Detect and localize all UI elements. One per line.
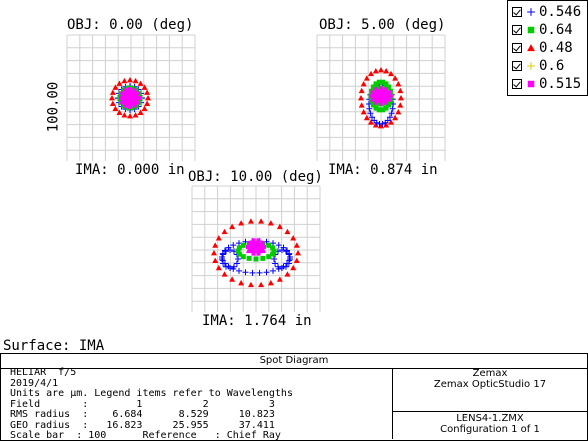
legend-checkbox[interactable] [512, 61, 522, 71]
footer-title: Spot Diagram [1, 354, 587, 369]
obj-label-field-3: OBJ: 10.00 (deg) [188, 169, 323, 185]
legend-item[interactable]: 0.546 [512, 3, 581, 21]
legend-item[interactable]: 0.515 [512, 75, 581, 93]
footer-divider [392, 368, 393, 439]
footer-line: 2019/4/1 [10, 377, 59, 389]
surface-label: Surface: IMA [3, 338, 105, 354]
footer-config: Configuration 1 of 1 [440, 424, 540, 435]
ima-label-field-3: IMA: 1.764 in [202, 313, 312, 329]
footer-line: GEO radius : 16.823 25.955 37.411 [10, 419, 275, 431]
footer-line: Units are µm. Legend items refer to Wave… [10, 388, 293, 399]
footer-line: HELIAR f/5 [10, 367, 77, 378]
legend-item[interactable]: 0.64 [512, 21, 573, 39]
footer-product: Zemax OpticStudio 17 [433, 379, 547, 390]
footer-divider [392, 411, 587, 412]
wavelength-legend: 0.546 0.64 0.48 0.6 0.515 [507, 0, 588, 96]
legend-checkbox[interactable] [512, 43, 522, 53]
ima-label-field-1: IMA: 0.000 in [75, 162, 185, 178]
footer-line: RMS radius : 6.684 8.529 10.823 [10, 409, 275, 420]
scale-bar-label: 100.00 [45, 81, 62, 133]
legend-label: 0.546 [539, 4, 582, 20]
legend-label: 0.48 [539, 40, 573, 56]
legend-item[interactable]: 0.6 [512, 57, 564, 75]
legend-label: 0.64 [539, 22, 573, 38]
legend-checkbox[interactable] [512, 7, 522, 17]
footer-company: Zemax [472, 368, 508, 379]
spot-plot-field-3 [191, 185, 321, 312]
footer-line: Scale bar : 100 Reference : Chief Ray [10, 430, 281, 441]
legend-checkbox[interactable] [512, 79, 522, 89]
legend-checkbox[interactable] [512, 25, 522, 35]
plus-marker-icon [527, 8, 535, 16]
ima-label-field-2: IMA: 0.874 in [328, 162, 438, 178]
spot-plot-field-2 [316, 34, 446, 161]
obj-label-field-1: OBJ: 0.00 (deg) [67, 17, 194, 33]
legend-item[interactable]: 0.48 [512, 39, 573, 57]
footer-info-text: HELIAR f/5 2019/4/1 Units are µm. Legend i… [10, 367, 293, 442]
footer-line: Field : 1 2 3 [10, 398, 275, 410]
plus-marker-icon [527, 62, 535, 70]
footer-file: LENS4-1.ZMX [456, 413, 524, 424]
square-marker-icon [527, 26, 535, 34]
legend-label: 0.515 [539, 76, 582, 92]
spot-plot-field-1 [66, 34, 196, 161]
square-marker-icon [527, 80, 535, 88]
legend-label: 0.6 [539, 58, 565, 74]
obj-label-field-2: OBJ: 5.00 (deg) [319, 17, 446, 33]
triangle-marker-icon [527, 44, 535, 52]
